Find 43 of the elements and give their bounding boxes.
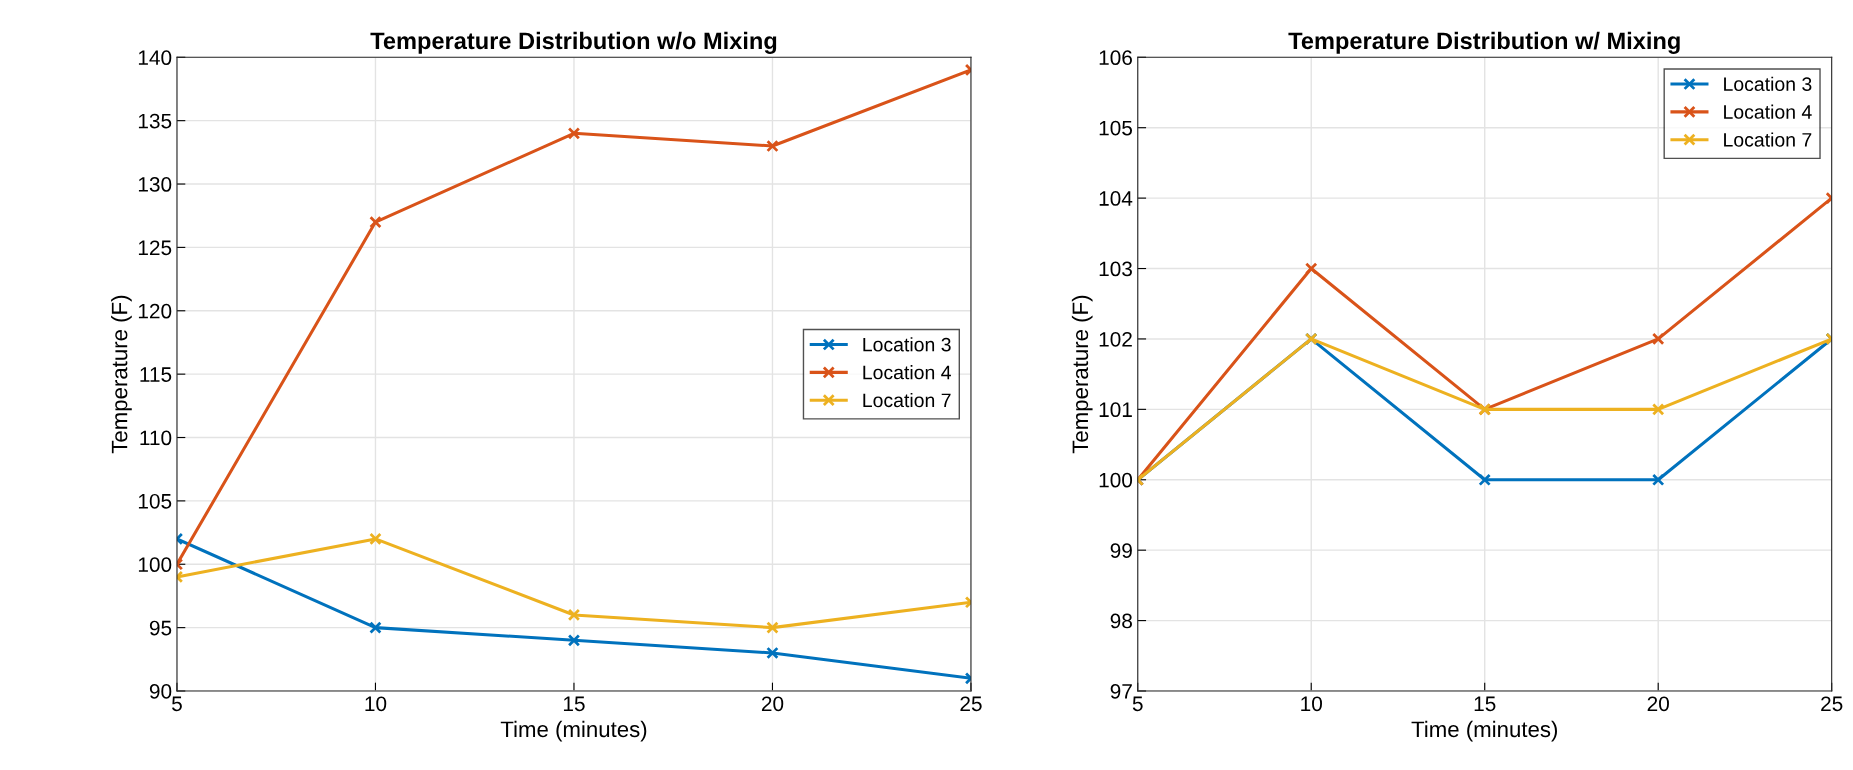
- x-tick-label: 10: [1301, 696, 1322, 712]
- x-tick-label: 5: [1132, 696, 1143, 712]
- legend-label: Location 3: [863, 337, 951, 352]
- legend-label: Location 3: [1724, 76, 1812, 92]
- y-tick-label: 130: [138, 177, 172, 192]
- x-tick-label: 15: [563, 696, 585, 712]
- x-tick-label: 25: [960, 696, 982, 712]
- y-tick-label: 90: [149, 684, 172, 699]
- y-tick-label: 97: [1110, 684, 1132, 699]
- y-tick-label: 102: [1099, 331, 1132, 347]
- y-tick-label: 95: [149, 620, 172, 636]
- y-tick-label: 106: [1099, 50, 1132, 66]
- y-tick-label: 140: [138, 50, 172, 66]
- legend-label: Location 7: [1724, 132, 1812, 147]
- x-tick-label: 20: [1647, 696, 1669, 712]
- y-tick-label: 100: [138, 557, 172, 573]
- y-tick-label: 105: [138, 493, 172, 509]
- y-tick-label: 103: [1099, 261, 1132, 277]
- x-tick-label: 15: [1474, 696, 1496, 712]
- legend-label: Location 7: [863, 392, 951, 408]
- x-axis-title: Time (minutes): [500, 720, 647, 742]
- legend-label: Location 4: [863, 365, 951, 380]
- chart-title: Temperature Distribution w/ Mixing: [1288, 31, 1680, 54]
- x-tick-label: 5: [172, 696, 182, 712]
- y-tick-label: 105: [1099, 120, 1133, 136]
- y-tick-label: 100: [1099, 472, 1133, 488]
- y-axis-title: Temperature (F): [1071, 295, 1093, 454]
- x-axis-title: Time (minutes): [1411, 720, 1558, 742]
- y-tick-label: 135: [138, 113, 172, 129]
- y-tick-label: 101: [1099, 402, 1132, 418]
- x-tick-label: 25: [1821, 696, 1843, 712]
- y-tick-label: 120: [138, 303, 172, 319]
- y-tick-label: 115: [140, 367, 172, 382]
- x-tick-label: 20: [761, 696, 784, 712]
- y-tick-label: 99: [1110, 543, 1132, 558]
- y-tick-label: 110: [140, 430, 172, 446]
- y-axis-title: Temperature (F): [111, 295, 132, 454]
- y-tick-label: 125: [138, 240, 172, 256]
- legend-label: Location 4: [1724, 104, 1812, 119]
- x-tick-label: 10: [365, 696, 387, 712]
- y-tick-label: 104: [1099, 191, 1133, 206]
- y-tick-label: 98: [1110, 613, 1132, 629]
- chart-title: Temperature Distribution w/o Mixing: [370, 31, 777, 54]
